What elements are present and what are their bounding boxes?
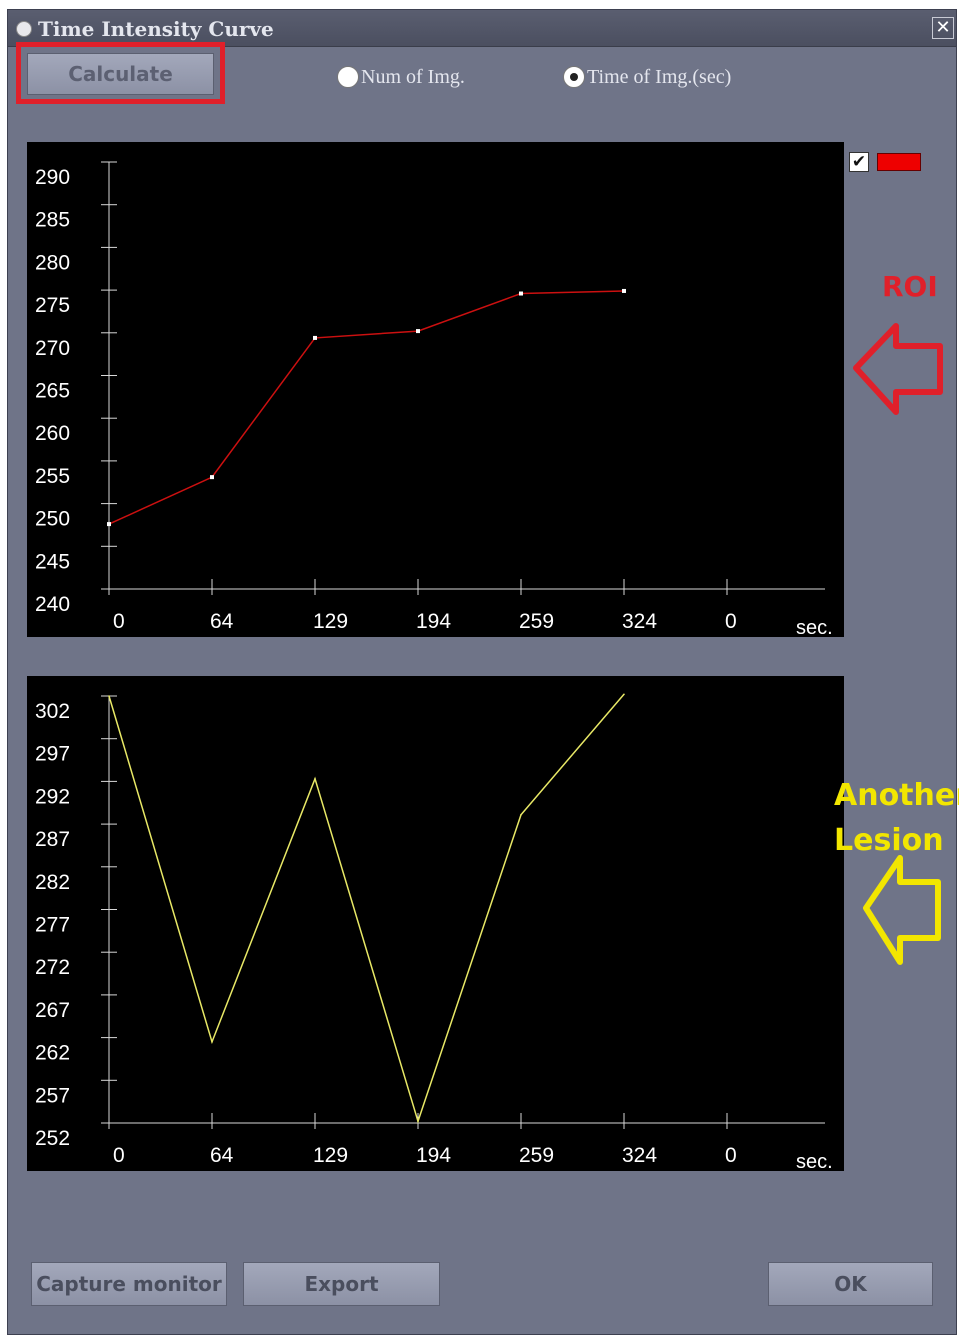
x-tick-label: 194 bbox=[416, 610, 451, 633]
y-tick-label: 265 bbox=[35, 380, 70, 403]
y-tick-label: 272 bbox=[35, 956, 70, 979]
y-tick-label: 250 bbox=[35, 508, 70, 531]
x-tick-label: 0 bbox=[113, 1144, 125, 1167]
lesion-chart: 302 297 292 287 282 277 272 267 262 257 252 0 64 129 1… bbox=[27, 676, 844, 1171]
y-tick-label: 287 bbox=[35, 828, 70, 851]
y-tick-label: 277 bbox=[35, 914, 70, 937]
ok-button[interactable]: OK bbox=[768, 1262, 933, 1306]
x-tick-label: 324 bbox=[622, 1144, 657, 1167]
series-visibility-checkbox[interactable]: ✔ bbox=[849, 152, 869, 172]
y-tick-label: 245 bbox=[35, 550, 70, 573]
lesion-arrow-icon bbox=[863, 855, 941, 965]
x-tick-label: 0 bbox=[725, 1144, 737, 1167]
capture-monitor-button[interactable]: Capture monitor bbox=[31, 1262, 227, 1306]
radio-num-circle[interactable] bbox=[337, 66, 359, 88]
y-tick-label: 240 bbox=[35, 593, 70, 616]
x-tick-label: 64 bbox=[210, 1144, 234, 1167]
series-line bbox=[108, 290, 625, 525]
radio-time-of-img[interactable]: Time of Img.(sec) bbox=[563, 62, 731, 92]
x-tick-label: 259 bbox=[519, 1144, 554, 1167]
x-tick-label: 0 bbox=[725, 610, 737, 633]
data-point bbox=[313, 335, 317, 340]
radio-time-label: Time of Img.(sec) bbox=[587, 65, 732, 88]
y-tick-label: 270 bbox=[35, 337, 70, 360]
x-tick-label: 194 bbox=[416, 1144, 451, 1167]
data-point bbox=[210, 475, 214, 480]
y-tick-label: 282 bbox=[35, 871, 70, 894]
data-point bbox=[519, 291, 523, 296]
y-tick-label: 255 bbox=[35, 465, 70, 488]
y-tick-label: 292 bbox=[35, 785, 70, 808]
x-tick-label: 129 bbox=[313, 1144, 348, 1167]
y-tick-label: 262 bbox=[35, 1042, 70, 1065]
chart-background bbox=[27, 142, 844, 637]
lesion-annotation-line2: Lesion bbox=[834, 823, 944, 858]
y-tick-label: 260 bbox=[35, 422, 70, 445]
calculate-highlight-box bbox=[16, 42, 225, 104]
data-point bbox=[417, 1120, 419, 1123]
close-button[interactable]: ✕ bbox=[932, 17, 954, 39]
chart-background bbox=[27, 676, 844, 1171]
calculate-button[interactable]: Calculate bbox=[27, 53, 214, 95]
roi-annotation-label: ROI bbox=[882, 270, 938, 303]
data-point bbox=[623, 693, 625, 696]
y-tick-label: 280 bbox=[35, 251, 70, 274]
x-tick-label: 64 bbox=[210, 610, 234, 633]
radio-num-of-img[interactable]: Num of Img. bbox=[337, 62, 465, 92]
x-tick-label: 259 bbox=[519, 610, 554, 633]
export-button[interactable]: Export bbox=[243, 1262, 440, 1306]
roi-chart: 290 285 280 275 270 265 260 255 250 245 240 0 64 129 1… bbox=[27, 142, 844, 637]
x-unit-label: sec. bbox=[796, 617, 833, 637]
radio-num-label: Num of Img. bbox=[361, 65, 465, 88]
window-icon bbox=[16, 21, 32, 37]
data-point bbox=[211, 1041, 213, 1043]
lesion-annotation-line1: Another bbox=[834, 778, 959, 813]
series-line bbox=[108, 693, 625, 1124]
series-color-swatch[interactable] bbox=[877, 153, 921, 171]
title-bar[interactable]: Time Intensity Curve ✕ bbox=[8, 10, 956, 47]
data-point bbox=[314, 778, 316, 780]
y-tick-label: 252 bbox=[35, 1127, 70, 1150]
y-tick-label: 257 bbox=[35, 1084, 70, 1107]
data-point bbox=[108, 695, 110, 697]
series-legend: ✔ bbox=[849, 152, 921, 172]
y-tick-label: 285 bbox=[35, 209, 70, 232]
x-tick-label: 324 bbox=[622, 610, 657, 633]
roi-arrow-icon bbox=[853, 323, 943, 415]
window-title: Time Intensity Curve bbox=[38, 17, 274, 41]
y-tick-label: 297 bbox=[35, 743, 70, 766]
x-unit-label: sec. bbox=[796, 1151, 833, 1171]
data-point bbox=[107, 522, 111, 527]
y-tick-label: 290 bbox=[35, 166, 70, 189]
x-tick-label: 0 bbox=[113, 610, 125, 633]
radio-time-circle[interactable] bbox=[563, 66, 585, 88]
y-tick-label: 302 bbox=[35, 700, 70, 723]
data-point bbox=[416, 329, 420, 334]
y-tick-label: 275 bbox=[35, 294, 70, 317]
data-point bbox=[520, 813, 522, 816]
x-tick-label: 129 bbox=[313, 610, 348, 633]
data-point bbox=[622, 288, 626, 293]
y-tick-label: 267 bbox=[35, 999, 70, 1022]
